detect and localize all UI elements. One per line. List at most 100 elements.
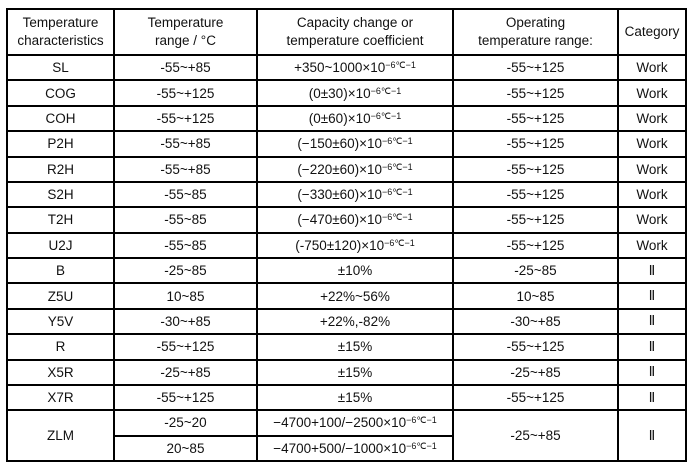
cell-capacity: (−330±60)×10−6℃−1 <box>256 180 454 209</box>
capacity-exponent: −6℃−1 <box>382 161 413 172</box>
cell-capacity: ±15% <box>256 358 454 386</box>
table-row: Y5V -30~+85 +22%,-82% -30~+85 Ⅱ <box>6 307 687 336</box>
cell-characteristic: ZLM <box>6 409 115 462</box>
table-row: SL -55~+85 +350~1000×10−6℃−1 -55~+125 Wo… <box>6 53 687 82</box>
cell-category: Ⅱ <box>617 383 687 412</box>
table-row: X7R -55~+125 ±15% -55~+125 Ⅱ <box>6 383 687 412</box>
cell-category: Work <box>617 155 687 183</box>
table-row: R -55~+125 ±15% -55~+125 Ⅱ <box>6 333 687 361</box>
col-header-operating-range: Operating temperature range: <box>452 8 619 56</box>
capacity-exponent: −6℃−1 <box>406 440 437 451</box>
cell-characteristic: Y5V <box>6 307 115 336</box>
cell-category: Ⅱ <box>617 256 687 285</box>
cell-characteristic: U2J <box>6 231 115 260</box>
cell-capacity: (-750±120)×10−6℃−1 <box>256 231 454 260</box>
cell-capacity: +22%~56% <box>256 282 454 310</box>
capacity-value: ±15% <box>337 364 373 380</box>
cell-capacity: −4700+100/−2500×10−6℃−1 <box>256 409 454 437</box>
cell-operating-range: -55~+125 <box>452 53 619 82</box>
cell-temp-range: -25~+85 <box>113 358 258 386</box>
table-row: P2H -55~+85 (−150±60)×10−6℃−1 -55~+125 W… <box>6 130 687 158</box>
cell-category: Ⅱ <box>617 358 687 386</box>
capacity-value: (−150±60)×10 <box>297 136 383 152</box>
table-row: COG -55~+125 (0±30)×10−6℃−1 -55~+125 Wor… <box>6 79 687 107</box>
cell-capacity: (−150±60)×10−6℃−1 <box>256 130 454 158</box>
cell-capacity: (0±60)×10−6℃−1 <box>256 104 454 133</box>
capacity-value: (0±30)×10 <box>308 85 371 101</box>
cell-temp-range: 20~85 <box>113 434 258 463</box>
cell-capacity: ±15% <box>256 333 454 361</box>
cell-operating-range: -55~+125 <box>452 130 619 158</box>
capacity-value: +22%,-82% <box>319 313 391 329</box>
cell-category: Work <box>617 231 687 260</box>
header-line: Temperature <box>22 15 99 31</box>
cell-operating-range: -55~+125 <box>452 104 619 133</box>
table-row: S2H -55~85 (−330±60)×10−6℃−1 -55~+125 Wo… <box>6 180 687 209</box>
cell-temp-range: -55~+125 <box>113 79 258 107</box>
cell-characteristic: COH <box>6 104 115 133</box>
capacity-value: (-750±120)×10 <box>295 237 385 253</box>
cell-temp-range: -55~85 <box>113 180 258 209</box>
header-line: Capacity change or <box>296 15 414 31</box>
cell-temp-range: -55~+125 <box>113 383 258 412</box>
cell-category: Work <box>617 180 687 209</box>
cell-operating-range: -55~+125 <box>452 155 619 183</box>
capacity-exponent: −6℃−1 <box>384 237 415 248</box>
cell-temp-range: -55~+125 <box>113 104 258 133</box>
cell-characteristic: X5R <box>6 358 115 386</box>
col-header-category: Category <box>617 8 687 56</box>
capacity-exponent: −6℃−1 <box>370 110 402 121</box>
capacity-value: ±10% <box>337 263 373 279</box>
cell-operating-range: -55~+125 <box>452 383 619 412</box>
col-header-temperature-range: Temperature range / °C <box>113 8 258 56</box>
table-row: R2H -55~+85 (−220±60)×10−6℃−1 -55~+125 W… <box>6 155 687 183</box>
cell-capacity: (0±30)×10−6℃−1 <box>256 79 454 107</box>
capacity-value: ±15% <box>337 390 373 406</box>
cell-characteristic: COG <box>6 79 115 107</box>
cell-operating-range: -55~+125 <box>452 79 619 107</box>
capacity-value: +350~1000×10 <box>294 60 386 76</box>
header-line: temperature coefficient <box>286 33 424 48</box>
cell-temp-range: -25~20 <box>113 409 258 437</box>
header-row: Temperature characteristics Temperature … <box>6 8 687 56</box>
cell-operating-range: 10~85 <box>452 282 619 310</box>
cell-capacity: +350~1000×10−6℃−1 <box>256 53 454 82</box>
cell-category: Ⅱ <box>617 307 687 336</box>
table-row-zlm-upper: ZLM -25~20 −4700+100/−2500×10−6℃−1 -25~+… <box>6 409 687 462</box>
cell-characteristic: X7R <box>6 383 115 412</box>
capacity-exponent: −6℃−1 <box>382 212 413 223</box>
table-row: U2J -55~85 (-750±120)×10−6℃−1 -55~+125 W… <box>6 231 687 260</box>
cell-operating-range: -55~+125 <box>452 333 619 361</box>
cell-temp-range: 10~85 <box>113 282 258 310</box>
cell-capacity: +22%,-82% <box>256 307 454 336</box>
cell-characteristic: SL <box>6 53 115 82</box>
cell-category: Work <box>617 53 687 82</box>
cell-temp-range: -55~+125 <box>113 333 258 361</box>
cell-temp-range: -55~+85 <box>113 53 258 82</box>
table-row: Z5U 10~85 +22%~56% 10~85 Ⅱ <box>6 282 687 310</box>
cell-temp-range: -55~85 <box>113 206 258 234</box>
cell-characteristic: Z5U <box>6 282 115 310</box>
table-row: B -25~85 ±10% -25~85 Ⅱ <box>6 256 687 285</box>
cell-characteristic: T2H <box>6 206 115 234</box>
capacity-exponent: −6℃−1 <box>370 85 402 96</box>
cell-category: Work <box>617 206 687 234</box>
header-line: range / °C <box>155 33 216 48</box>
capacity-value: (−330±60)×10 <box>297 187 383 203</box>
cell-operating-range: -55~+125 <box>452 180 619 209</box>
cell-characteristic: R <box>6 333 115 361</box>
cell-category: Ⅱ <box>617 333 687 361</box>
cell-temp-range: -30~+85 <box>113 307 258 336</box>
capacity-value: (0±60)×10 <box>308 110 371 126</box>
cell-operating-range: -55~+125 <box>452 231 619 260</box>
temperature-characteristics-table: Temperature characteristics Temperature … <box>6 8 687 463</box>
cell-operating-range: -30~+85 <box>452 307 619 336</box>
header-line: Category <box>624 24 680 40</box>
cell-operating-range: -55~+125 <box>452 206 619 234</box>
cell-characteristic: P2H <box>6 130 115 158</box>
capacity-value: +22%~56% <box>320 288 390 304</box>
capacity-exponent: −6℃−1 <box>406 415 437 426</box>
table-row: COH -55~+125 (0±60)×10−6℃−1 -55~+125 Wor… <box>6 104 687 133</box>
capacity-value: (−220±60)×10 <box>297 161 383 177</box>
